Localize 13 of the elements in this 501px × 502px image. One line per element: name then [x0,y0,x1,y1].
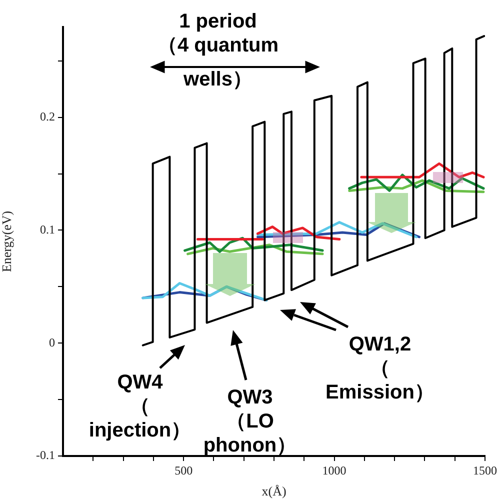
y-tick-label: 0 [49,335,55,350]
annotation: 1 period （4 quantum wells） [157,10,279,91]
y-tick-label: 0.1 [40,222,55,236]
annotation: QW1,2 （ Emission） [326,334,434,404]
annotation: QW3 （LO phonon） [203,386,297,457]
x-axis-title: x(Å) [262,484,286,499]
y-tick-label: 0.2 [40,109,55,124]
y-tick-label: -0.1 [36,448,55,462]
x-tick-label: 1500 [473,463,497,478]
annotation: QW4 （ injection） [88,372,192,442]
y-axis-title: Energy(eV) [0,210,14,272]
x-tick-label: 1000 [322,463,346,478]
x-tick-label: 500 [174,463,193,478]
